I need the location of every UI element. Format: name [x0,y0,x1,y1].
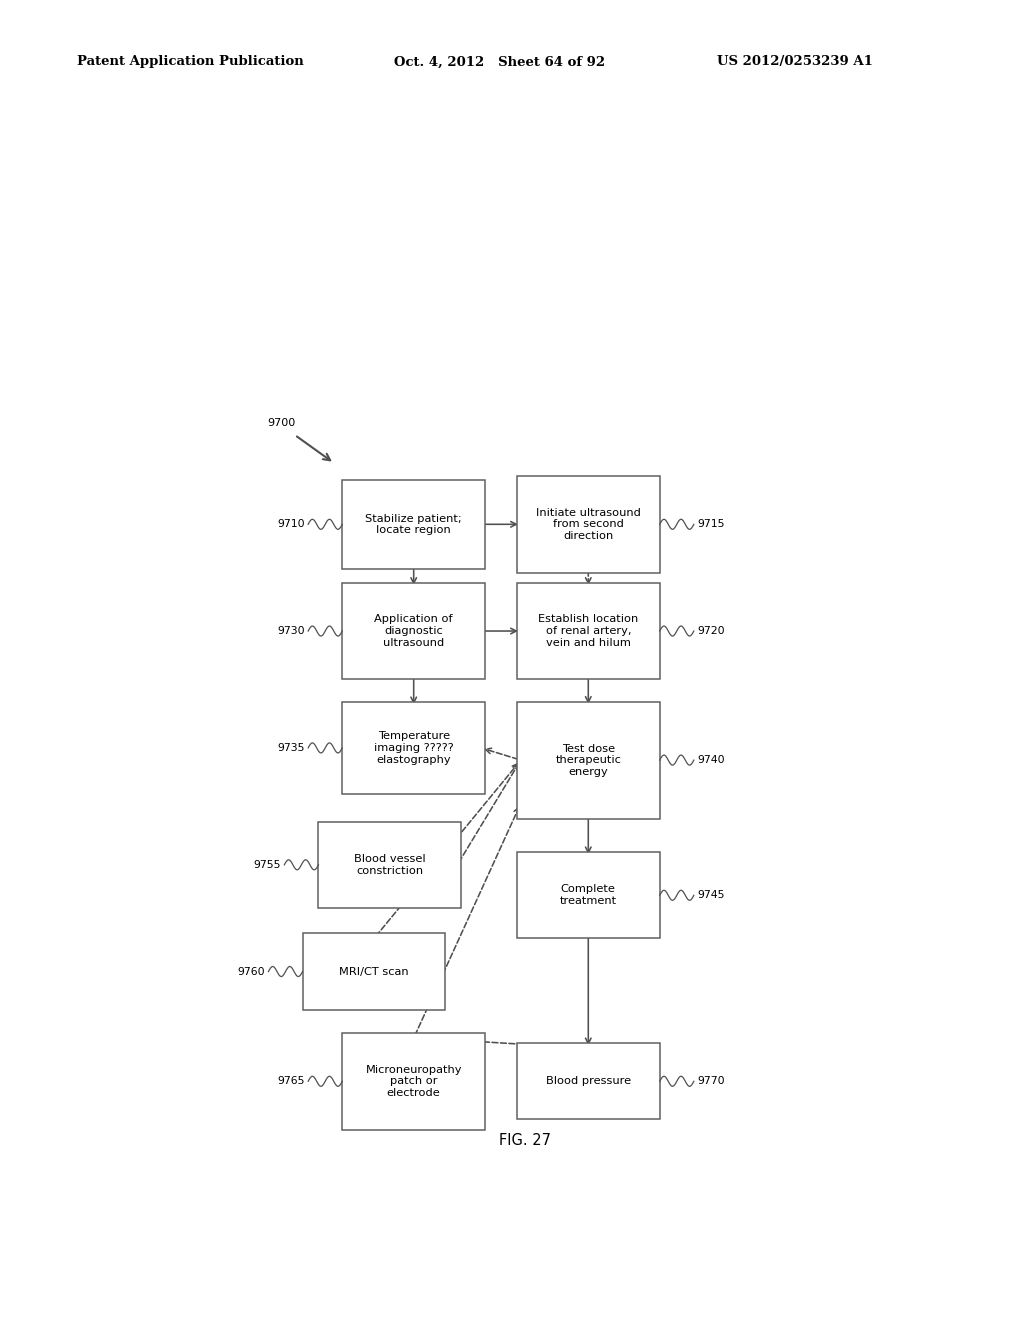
Text: 9735: 9735 [278,743,305,752]
Text: MRI/CT scan: MRI/CT scan [339,966,409,977]
Text: Temperature
imaging ?????
elastography: Temperature imaging ????? elastography [374,731,454,764]
Text: 9760: 9760 [238,966,265,977]
Text: 9700: 9700 [267,417,295,428]
Text: US 2012/0253239 A1: US 2012/0253239 A1 [717,55,872,69]
Text: 9745: 9745 [697,890,725,900]
Text: Blood pressure: Blood pressure [546,1076,631,1086]
Text: Oct. 4, 2012   Sheet 64 of 92: Oct. 4, 2012 Sheet 64 of 92 [394,55,605,69]
Text: Complete
treatment: Complete treatment [560,884,616,906]
Text: Establish location
of renal artery,
vein and hilum: Establish location of renal artery, vein… [539,614,638,648]
Text: 9715: 9715 [697,519,725,529]
Text: Microneuropathy
patch or
electrode: Microneuropathy patch or electrode [366,1065,462,1098]
Text: Initiate ultrasound
from second
direction: Initiate ultrasound from second directio… [536,508,641,541]
Text: 9770: 9770 [697,1076,725,1086]
FancyBboxPatch shape [517,702,659,818]
Text: 9720: 9720 [697,626,725,636]
FancyBboxPatch shape [342,1034,485,1130]
FancyBboxPatch shape [517,1043,659,1119]
Text: 9740: 9740 [697,755,725,766]
Text: Application of
diagnostic
ultrasound: Application of diagnostic ultrasound [375,614,453,648]
Text: 9755: 9755 [254,859,282,870]
Text: 9765: 9765 [278,1076,305,1086]
FancyBboxPatch shape [303,933,445,1010]
FancyBboxPatch shape [517,477,659,573]
FancyBboxPatch shape [517,582,659,680]
Text: Blood vessel
constriction: Blood vessel constriction [354,854,426,875]
FancyBboxPatch shape [342,582,485,680]
Text: Stabilize patient;
locate region: Stabilize patient; locate region [366,513,462,535]
Text: 9730: 9730 [278,626,305,636]
Text: FIG. 27: FIG. 27 [499,1133,551,1148]
Text: 9710: 9710 [278,519,305,529]
FancyBboxPatch shape [318,821,462,908]
FancyBboxPatch shape [342,479,485,569]
Text: Test dose
therapeutic
energy: Test dose therapeutic energy [555,743,622,776]
FancyBboxPatch shape [342,702,485,793]
FancyBboxPatch shape [517,853,659,939]
Text: Patent Application Publication: Patent Application Publication [77,55,303,69]
